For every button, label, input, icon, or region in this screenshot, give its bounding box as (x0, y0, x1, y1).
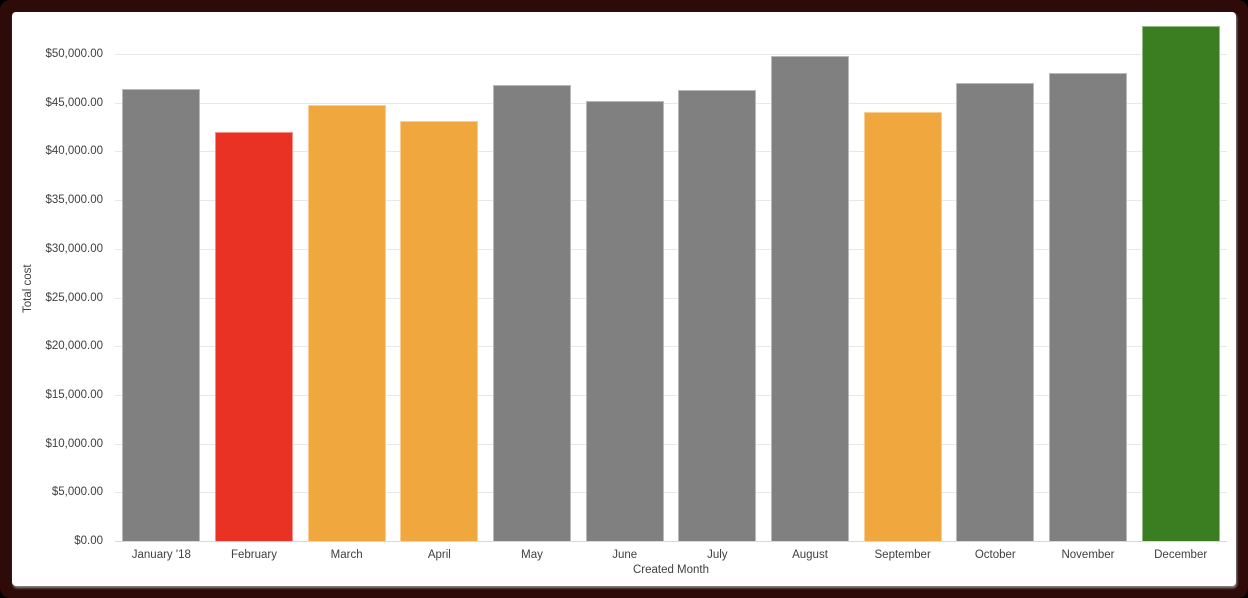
y-axis-tick-label: $5,000.00 (51, 486, 103, 499)
y-axis-tick-label: $50,000.00 (45, 48, 103, 60)
x-axis-tick-label: October (974, 549, 1016, 561)
gridline (115, 248, 1227, 250)
gridline (115, 492, 1227, 494)
gridline (115, 297, 1227, 299)
x-axis-tick-label: January '18 (131, 549, 191, 561)
bar-february[interactable] (215, 131, 293, 541)
x-axis-tick-label: February (230, 549, 278, 561)
y-axis-tick-label: $25,000.00 (45, 291, 103, 304)
bar-august[interactable] (771, 55, 849, 541)
x-axis-line (115, 541, 1227, 542)
gridline (115, 151, 1227, 153)
bar-october[interactable] (956, 83, 1035, 541)
bar-april[interactable] (400, 121, 479, 541)
x-axis-tick-label: July (707, 549, 728, 561)
gridline (115, 54, 1227, 55)
y-axis-tick-label: $0.00 (74, 535, 103, 547)
y-axis-title: Total cost (22, 264, 34, 313)
bar-november[interactable] (1049, 73, 1127, 541)
y-axis-tick-label: $45,000.00 (45, 96, 103, 109)
x-axis-tick-label: September (874, 549, 931, 561)
x-axis-tick-label: April (427, 549, 451, 561)
bar-march[interactable] (307, 104, 386, 541)
bar-january-18[interactable] (122, 89, 201, 541)
bar-december[interactable] (1141, 25, 1220, 541)
bar-july[interactable] (678, 90, 757, 541)
y-axis-tick-label: $20,000.00 (45, 340, 103, 353)
bar-may[interactable] (493, 85, 571, 541)
bar-june[interactable] (585, 100, 664, 541)
x-axis-tick-label: May (521, 549, 543, 561)
bar-chart: Total cost Created Month $0.00 $5,000.00 $… (12, 12, 1236, 586)
x-axis-tick-label: June (612, 549, 638, 561)
gridline (115, 394, 1227, 396)
y-axis-tick-label: $15,000.00 (45, 388, 103, 401)
x-axis-tick-label: March (330, 549, 363, 561)
y-axis-tick-label: $35,000.00 (45, 194, 103, 207)
y-axis-tick-label: $40,000.00 (45, 145, 103, 158)
gridline (115, 346, 1227, 348)
y-axis-tick-label: $10,000.00 (45, 437, 103, 450)
gridline (115, 443, 1227, 445)
x-axis-title: Created Month (632, 564, 710, 576)
y-axis-tick-label: $30,000.00 (45, 242, 103, 255)
x-axis-tick-label: November (1061, 549, 1115, 561)
x-axis-tick-label: August (792, 549, 828, 561)
chart-panel: Total cost Created Month $0.00 $5,000.00 $… (12, 12, 1236, 586)
gridline (115, 102, 1227, 104)
x-axis-tick-label: December (1154, 549, 1208, 561)
bar-september[interactable] (863, 112, 942, 541)
gridline (115, 200, 1227, 202)
